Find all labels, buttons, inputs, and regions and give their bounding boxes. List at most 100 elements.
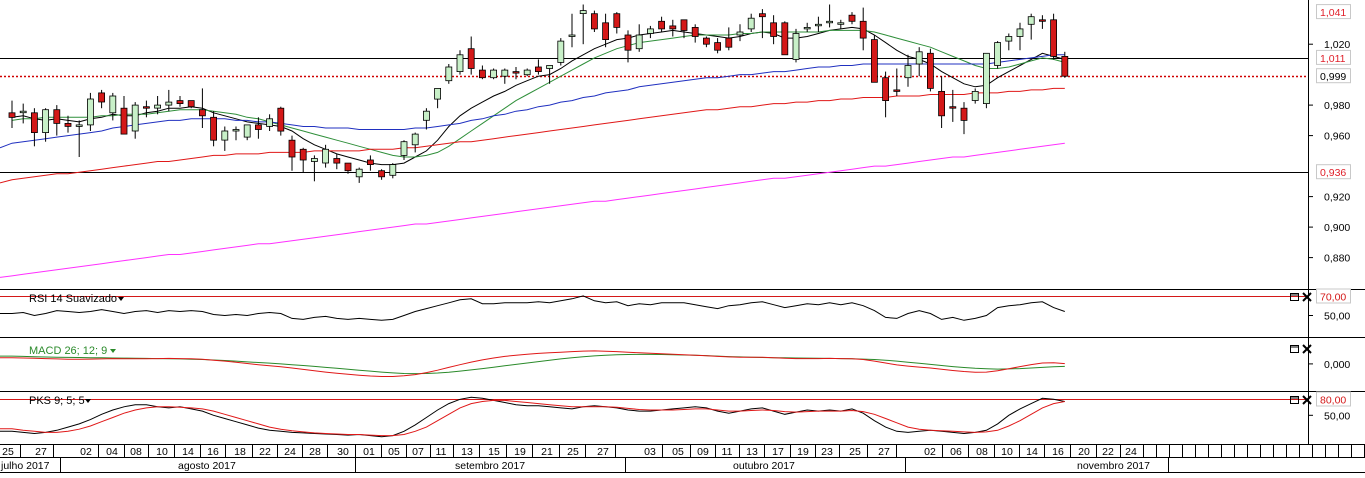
candle-body [624, 34, 632, 51]
candle-body [221, 130, 229, 141]
candle-body [568, 34, 576, 37]
candle [501, 68, 509, 84]
candle-body [30, 112, 38, 134]
day-tick-label: 15 [488, 446, 500, 458]
candle-body [131, 104, 139, 132]
candle [30, 108, 38, 147]
price-tag-box [1316, 49, 1351, 65]
candle [210, 111, 218, 147]
day-tick-label: 24 [284, 446, 296, 458]
day-tick-label: 05 [672, 446, 684, 458]
macd-panel[interactable]: MACD 26; 12; 9 0,000 [0, 344, 1365, 392]
rsi-close-icon[interactable] [1302, 292, 1312, 302]
macd-close-icon[interactable] [1302, 344, 1312, 354]
candle [994, 41, 1001, 69]
candle [568, 13, 576, 48]
pks-title[interactable]: PKS 9; 5; 5 [29, 395, 85, 407]
candle-body [243, 124, 251, 138]
candle-body [512, 71, 520, 74]
candle-body [680, 19, 688, 31]
day-tick-label: 23 [821, 446, 833, 458]
price-tick-label: 0,900 [1324, 222, 1350, 234]
candle [288, 135, 296, 171]
rsi-title[interactable]: RSI 14 Suavizado [29, 293, 117, 305]
candle-body [501, 69, 509, 77]
candle [579, 4, 587, 45]
candle [971, 88, 979, 104]
month-label: julho 2017 [0, 460, 50, 472]
price-panel[interactable] [0, 0, 1365, 290]
indicator-line [0, 295, 1065, 321]
price-tag: 0,999 [1316, 68, 1351, 84]
candle-body [927, 52, 934, 89]
indicator-tick-label: 50,00 [1324, 410, 1350, 422]
candle [703, 36, 710, 48]
candle-body [165, 101, 173, 106]
candle [624, 30, 632, 63]
candlesticks [8, 4, 1069, 183]
day-tick-label: 30 [337, 446, 349, 458]
candle-body [591, 13, 598, 30]
candle-body [613, 13, 621, 28]
candle [882, 71, 889, 118]
pks-close-icon[interactable] [1302, 395, 1312, 405]
price-tick-label: 0,880 [1324, 253, 1350, 265]
candle [826, 4, 833, 28]
candle [1027, 13, 1035, 40]
candle-body [344, 162, 352, 172]
candle-body [871, 39, 878, 83]
macd-maximize-icon[interactable] [1290, 345, 1299, 353]
candle [389, 163, 397, 179]
candle [725, 27, 733, 51]
macd-menu-arrow-icon[interactable] [110, 349, 116, 353]
macd-title[interactable]: MACD 26; 12; 9 [29, 345, 107, 357]
candle-body [1005, 36, 1013, 42]
day-tick-label: 14 [1026, 446, 1038, 458]
candle-body [322, 148, 330, 164]
candle-body [669, 25, 677, 30]
rsi-maximize-icon[interactable] [1290, 293, 1299, 301]
candle [310, 155, 318, 182]
candle-body [232, 129, 240, 132]
candle [915, 47, 923, 77]
candle [1050, 13, 1057, 60]
day-tick-label: 02 [924, 446, 936, 458]
pks-panel[interactable]: 80,00 PKS 9; 5; 5 50,00 [0, 391, 1351, 438]
rsi-panel[interactable]: 70,00 RSI 14 Suavizado 50,00 [0, 288, 1365, 338]
candle [120, 96, 128, 135]
price-tag: 0,936 [1316, 164, 1351, 180]
candle [770, 15, 777, 45]
day-tick-label: 25 [567, 446, 579, 458]
candle-body [523, 69, 531, 76]
candle-body [960, 107, 968, 121]
candle-body [355, 168, 363, 178]
rsi-menu-arrow-icon[interactable] [118, 297, 124, 301]
candle [165, 89, 173, 112]
candle-body [310, 158, 318, 162]
candle [1016, 22, 1024, 51]
day-tick-label: 04 [106, 446, 118, 458]
candle-body [411, 133, 419, 146]
pks-maximize-icon[interactable] [1290, 396, 1299, 404]
day-tick-label: 13 [461, 446, 473, 458]
price-tag-label: 0,936 [1320, 167, 1346, 179]
month-label: agosto 2017 [178, 460, 236, 472]
candle-body [983, 52, 990, 104]
day-tick-label: 25 [849, 446, 861, 458]
candle-body [64, 123, 72, 127]
price-tag-box [1316, 164, 1351, 180]
candle [938, 76, 945, 128]
candle-body [647, 28, 654, 34]
day-tick-label: 16 [1052, 446, 1064, 458]
candle [434, 88, 442, 109]
indicator-tick-label: 0,000 [1324, 359, 1350, 371]
candle-body [445, 66, 453, 82]
candle-body [120, 107, 128, 135]
candle [714, 38, 721, 54]
month-label: outubro 2017 [733, 460, 795, 472]
time-axis: 25 27 02 04 08 10 14 16 18 22 24 28 30 01 05 07 11 13 15 19… [0, 444, 1365, 473]
candle-body [98, 92, 105, 103]
pks-menu-arrow-icon[interactable] [85, 399, 91, 403]
day-tick-label: 07 [412, 446, 424, 458]
candle-body [87, 98, 94, 126]
